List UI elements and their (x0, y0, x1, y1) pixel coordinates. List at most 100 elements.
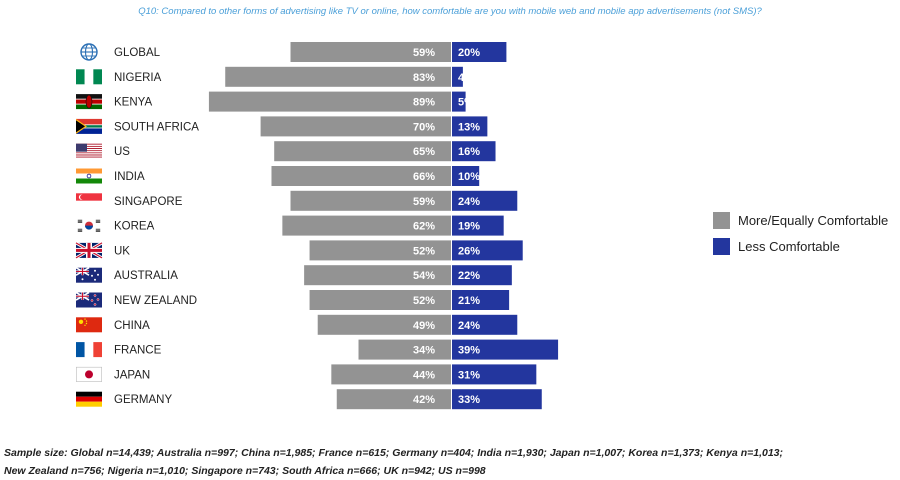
category-label-india: INDIA (114, 171, 145, 183)
bar-comfortable-kenya (208, 91, 451, 112)
bar-less-comfortable-singapore (452, 190, 518, 211)
legend-label-less-comfortable: Less Comfortable (738, 238, 840, 254)
value-label-less-comfortable-singapore: 24% (458, 196, 480, 208)
legend-item-comfortable: More/Equally Comfortable (713, 211, 888, 229)
korea-flag-icon (76, 218, 102, 234)
category-label-new-zealand: NEW ZEALAND (114, 295, 197, 307)
category-label-uk: UK (114, 245, 130, 257)
bar-comfortable-global (290, 42, 451, 62)
germany-flag-icon (76, 391, 102, 407)
bar-comfortable-australia (304, 265, 451, 286)
value-label-comfortable-france: 34% (413, 345, 435, 357)
value-label-less-comfortable-india: 10% (458, 171, 480, 183)
bar-less-comfortable-australia (452, 265, 512, 286)
category-label-china: CHINA (114, 320, 150, 332)
category-label-france: FRANCE (114, 345, 162, 357)
category-label-nigeria: NIGERIA (114, 72, 162, 84)
legend-swatch-comfortable (713, 211, 730, 229)
bar-less-comfortable-nigeria (452, 66, 463, 87)
japan-flag-icon (76, 366, 102, 382)
france-flag-icon (76, 342, 102, 358)
category-label-australia: AUSTRALIA (114, 270, 178, 282)
category-label-us: US (114, 146, 130, 158)
bar-less-comfortable-south-africa (452, 116, 488, 137)
bar-comfortable-korea (282, 215, 451, 236)
value-label-comfortable-nigeria: 83% (413, 72, 435, 84)
bar-less-comfortable-kenya (452, 91, 466, 112)
value-label-less-comfortable-nigeria: 4% (458, 72, 474, 84)
legend-item-less-comfortable: Less Comfortable (713, 237, 888, 255)
footnote-line-2: New Zealand n=756; Nigeria n=1,010; Sing… (4, 465, 486, 477)
legend-swatch-less-comfortable (713, 237, 730, 255)
category-label-japan: JAPAN (114, 369, 150, 381)
value-label-less-comfortable-uk: 26% (458, 245, 480, 257)
bar-less-comfortable-us (452, 141, 496, 162)
nigeria-flag-icon (76, 69, 102, 85)
bar-less-comfortable-new-zealand (452, 290, 510, 310)
singapore-flag-icon (76, 193, 102, 209)
value-label-comfortable-global: 59% (413, 47, 435, 59)
value-label-comfortable-china: 49% (413, 320, 435, 332)
uk-flag-icon (75, 241, 103, 260)
value-label-comfortable-us: 65% (413, 146, 435, 158)
value-label-comfortable-australia: 54% (413, 270, 435, 282)
value-label-less-comfortable-new-zealand: 21% (458, 295, 480, 307)
value-label-comfortable-india: 66% (413, 171, 435, 183)
value-label-less-comfortable-korea: 19% (458, 221, 480, 233)
value-label-less-comfortable-kenya: 5% (458, 97, 474, 109)
category-label-kenya: KENYA (114, 97, 152, 109)
value-label-less-comfortable-china: 24% (458, 320, 480, 332)
value-label-comfortable-uk: 52% (413, 245, 435, 257)
bar-less-comfortable-uk (452, 240, 523, 261)
category-label-korea: KOREA (114, 221, 155, 233)
footnote-line-1: Sample size: Global n=14,439; Australia … (4, 447, 784, 459)
bar-less-comfortable-india (452, 166, 480, 186)
value-label-comfortable-kenya: 89% (413, 97, 435, 109)
kenya-flag-icon (76, 94, 102, 110)
value-label-comfortable-germany: 42% (413, 394, 435, 406)
chart-legend: More/Equally Comfortable Less Comfortabl… (713, 211, 888, 263)
category-label-germany: GERMANY (114, 394, 172, 406)
bar-less-comfortable-global (452, 42, 507, 62)
bar-comfortable-uk (309, 240, 451, 261)
australia-flag-icon (75, 267, 102, 283)
china-flag-icon (76, 317, 102, 333)
value-label-less-comfortable-australia: 22% (458, 270, 480, 282)
bar-less-comfortable-china (452, 314, 518, 335)
bar-comfortable-france (358, 339, 451, 360)
globe-icon (80, 43, 98, 61)
value-label-less-comfortable-france: 39% (458, 345, 480, 357)
bar-comfortable-china (317, 314, 451, 335)
value-label-comfortable-japan: 44% (413, 369, 435, 381)
diverging-bar-chart: GLOBAL 59% 20% NIGERIA 83% 4% KENYA 89% 5% SOUTH … (75, 42, 559, 410)
bar-comfortable-india (271, 166, 451, 186)
us-flag-icon (76, 143, 102, 159)
india-flag-icon (76, 168, 102, 184)
category-label-global: GLOBAL (114, 47, 161, 59)
category-label-south-africa: SOUTH AFRICA (114, 121, 199, 133)
bar-comfortable-germany (336, 389, 451, 410)
bar-less-comfortable-france (452, 339, 559, 360)
legend-label-comfortable: More/Equally Comfortable (738, 212, 889, 228)
bar-comfortable-nigeria (225, 66, 451, 87)
bar-comfortable-singapore (290, 190, 451, 211)
value-label-less-comfortable-south-africa: 13% (458, 121, 480, 133)
bar-less-comfortable-korea (452, 215, 504, 236)
bar-comfortable-japan (331, 364, 451, 385)
new-zealand-flag-icon (75, 291, 102, 308)
value-label-comfortable-korea: 62% (413, 221, 435, 233)
bar-less-comfortable-germany (452, 389, 542, 410)
value-label-less-comfortable-us: 16% (458, 146, 480, 158)
south-africa-flag-icon (76, 118, 102, 134)
bar-comfortable-new-zealand (309, 290, 451, 310)
bar-comfortable-us (274, 141, 451, 162)
value-label-less-comfortable-germany: 33% (458, 394, 480, 406)
value-label-comfortable-south-africa: 70% (413, 121, 435, 133)
value-label-comfortable-singapore: 59% (413, 196, 435, 208)
value-label-comfortable-new-zealand: 52% (413, 295, 435, 307)
category-label-singapore: SINGAPORE (114, 196, 183, 208)
bar-comfortable-south-africa (260, 116, 451, 137)
question-title: Q10: Compared to other forms of advertis… (138, 6, 762, 17)
value-label-less-comfortable-global: 20% (458, 47, 480, 59)
sample-size-footnote: Sample size: Global n=14,439; Australia … (4, 444, 783, 480)
